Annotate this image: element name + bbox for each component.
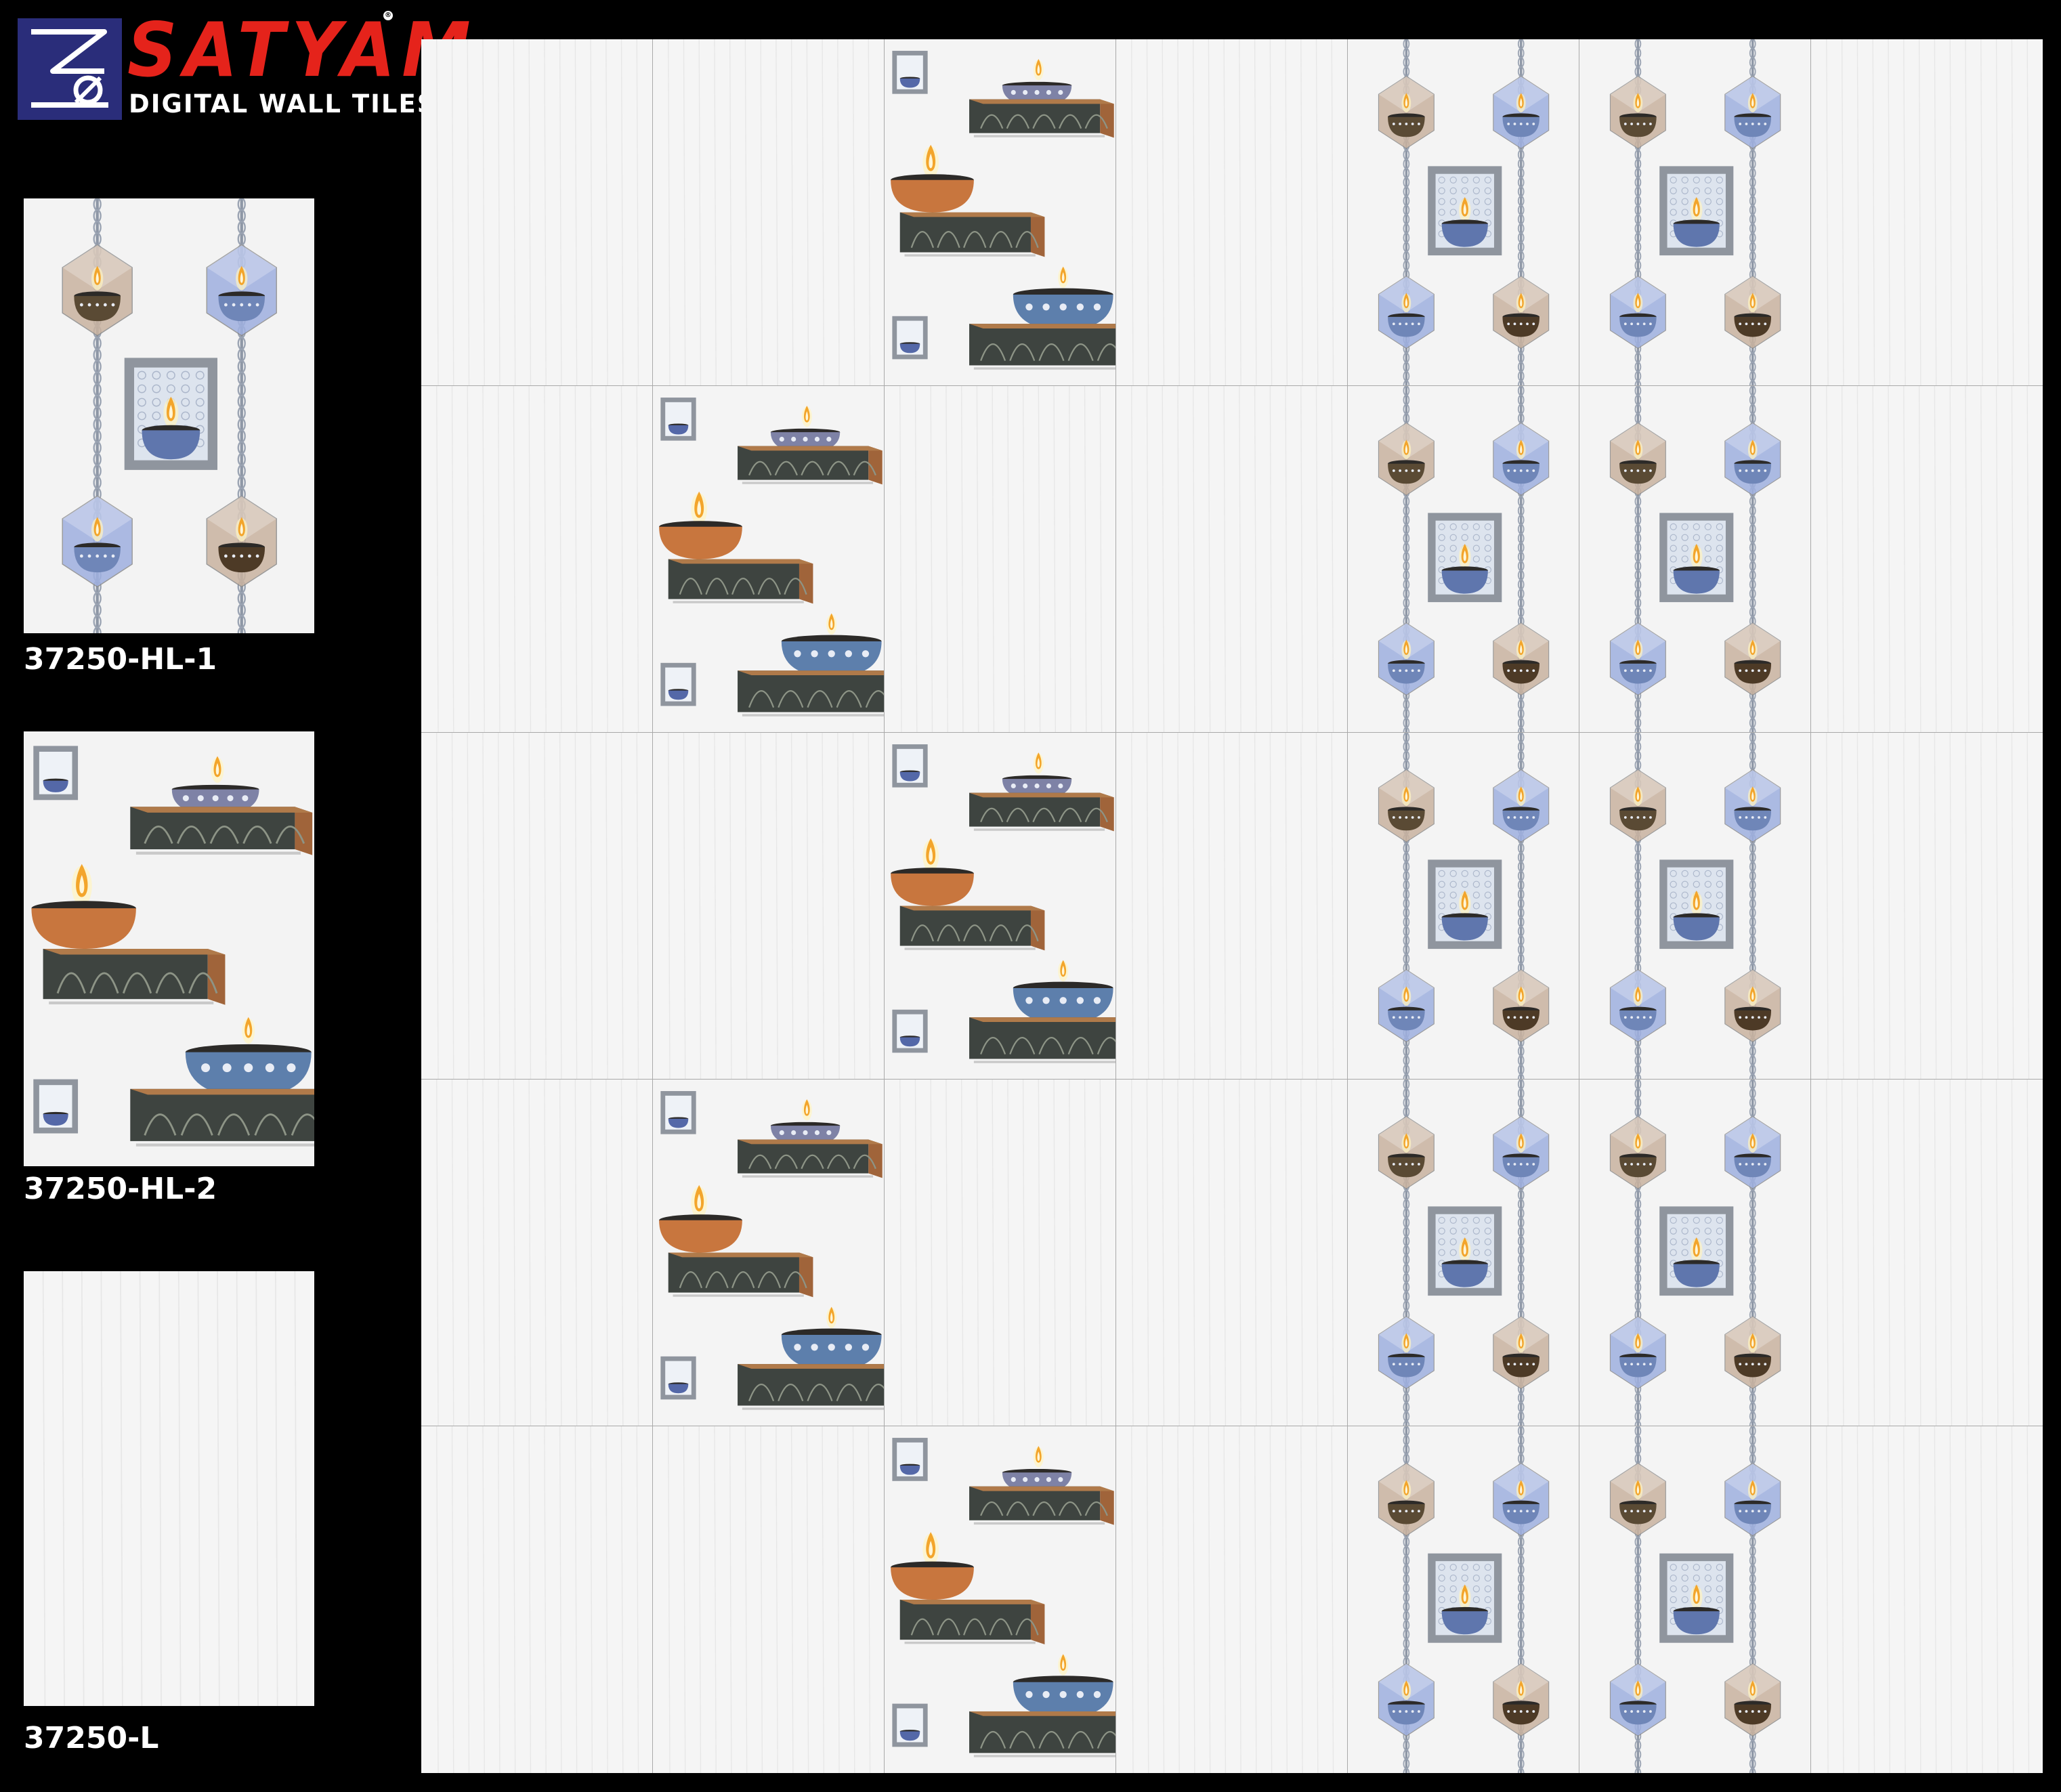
wall-tile-37250-l [1811,386,2043,733]
wall-tile-37250-l [885,1080,1116,1426]
wall-tile-37250-l [421,1426,653,1773]
wall-tile-37250-l [1811,1426,2043,1773]
wall-tile-37250-hl-1 [1579,39,1811,386]
wall-tile-37250-l [421,1080,653,1426]
wall-tile-37250-l [1811,39,2043,386]
wall-tile-37250-l [653,1426,885,1773]
wall-tile-37250-l [1811,733,2043,1080]
wall-tile-37250-l [885,386,1116,733]
brand-name: SATYAM [127,7,477,94]
registered-mark: ® [383,11,393,20]
wall-tile-37250-l [421,386,653,733]
wall-tile-37250-l [1116,39,1348,386]
wall-tile-37250-l [421,39,653,386]
sample-label-l: 37250-L [24,1721,159,1755]
satyam-logo-icon [18,18,122,120]
wall-tile-37250-l [421,733,653,1080]
wall-tile-37250-l [1116,1080,1348,1426]
sample-tile-hanging-lanterns [24,198,314,633]
sample-label-hl-1: 37250-HL-1 [24,642,217,677]
sample-label-hl-2: 37250-HL-2 [24,1172,217,1206]
brand-tagline: DIGITAL WALL TILES [129,89,437,119]
wall-tile-37250-hl-1 [1579,1426,1811,1773]
wall-tile-37250-hl-1 [1348,386,1579,733]
wall-tile-37250-hl-1 [1348,1080,1579,1426]
wall-tile-37250-hl-1 [1348,39,1579,386]
wall-tile-37250-hl-1 [1579,1080,1811,1426]
wall-tile-37250-hl-2 [885,1426,1116,1773]
wall-tile-37250-hl-1 [1348,1426,1579,1773]
wall-tile-37250-hl-2 [653,1080,885,1426]
wall-tile-37250-hl-1 [1579,386,1811,733]
wall-tile-37250-hl-2 [885,39,1116,386]
wall-tile-37250-l [653,733,885,1080]
wall-tile-37250-l [653,39,885,386]
wall-tile-37250-l [1116,1426,1348,1773]
wall-tile-37250-l [1811,1080,2043,1426]
wall-tile-37250-hl-2 [885,733,1116,1080]
wall-tile-37250-hl-1 [1348,733,1579,1080]
wall-tile-37250-hl-2 [653,386,885,733]
wall-tile-37250-l [1116,733,1348,1080]
sample-tile-diya-pedestals [24,731,314,1166]
wall-tile-37250-hl-1 [1579,733,1811,1080]
sample-tile-plain [24,1271,314,1706]
wall-tile-layout [421,39,2043,1773]
wall-tile-37250-l [1116,386,1348,733]
